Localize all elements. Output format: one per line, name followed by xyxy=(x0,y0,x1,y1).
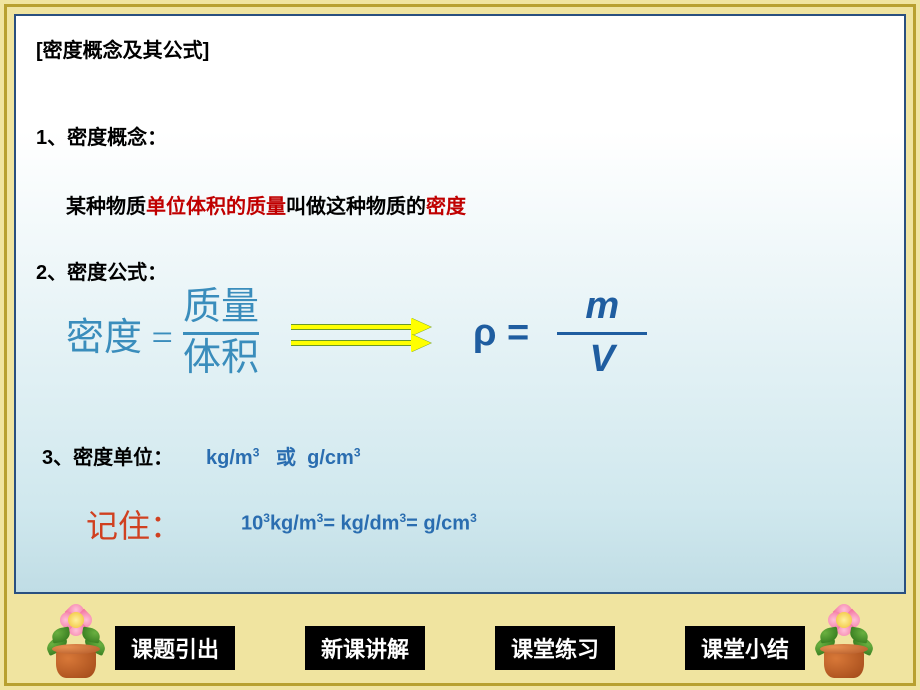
point1-label: 1、密度概念： xyxy=(36,121,167,150)
denominator-sym: V xyxy=(590,339,615,381)
flower-decoration-right xyxy=(812,600,876,678)
point1-definition: 某种物质单位体积的质量叫做这种物质的密度 xyxy=(66,190,466,219)
remember-conversion: 103kg/m3= kg/dm3= g/cm3 xyxy=(241,511,477,536)
point3-units: kg/m3 或 g/cm3 xyxy=(206,441,361,470)
fraction-sym: m V xyxy=(557,286,647,381)
denominator-cn: 体积 xyxy=(183,337,259,381)
arrow-icon xyxy=(291,321,431,331)
frac-bar-sym xyxy=(557,332,647,335)
nav-summary-button[interactable]: 课堂小结 xyxy=(685,626,805,670)
lhs-cn: 密度 = xyxy=(66,306,173,361)
fraction-cn: 质量 体积 xyxy=(183,286,259,380)
frac-bar-cn xyxy=(183,332,259,335)
nav-exercise-button[interactable]: 课堂练习 xyxy=(495,626,615,670)
numerator-cn: 质量 xyxy=(183,286,259,330)
formula-symbol: ρ = m V xyxy=(473,286,647,381)
defn-em1: 单位体积的质量 xyxy=(146,196,286,218)
formula-chinese: 密度 = 质量 体积 xyxy=(66,286,259,380)
lhs-sym: ρ = xyxy=(473,312,529,355)
arrow-group xyxy=(291,303,441,363)
defn-em2: 密度 xyxy=(426,196,466,218)
flower-decoration-left xyxy=(44,600,108,678)
section-title: [密度概念及其公式] xyxy=(36,34,209,63)
nav-new-lesson-button[interactable]: 新课讲解 xyxy=(305,626,425,670)
formula-row: 密度 = 质量 体积 ρ = m V xyxy=(66,286,647,381)
defn-mid: 叫做这种物质的 xyxy=(286,196,426,218)
remember-label: 记住： xyxy=(86,501,182,547)
numerator-sym: m xyxy=(585,286,619,328)
nav-topic-intro-button[interactable]: 课题引出 xyxy=(115,626,235,670)
point3-label: 3、密度单位： xyxy=(42,441,173,470)
slide-area: [密度概念及其公式] 1、密度概念： 某种物质单位体积的质量叫做这种物质的密度 … xyxy=(14,14,906,594)
arrow-icon xyxy=(291,337,431,347)
defn-pre: 某种物质 xyxy=(66,196,146,218)
point2-label: 2、密度公式： xyxy=(36,256,167,285)
nav-row: 课题引出 新课讲解 课堂练习 课堂小结 xyxy=(0,626,920,670)
